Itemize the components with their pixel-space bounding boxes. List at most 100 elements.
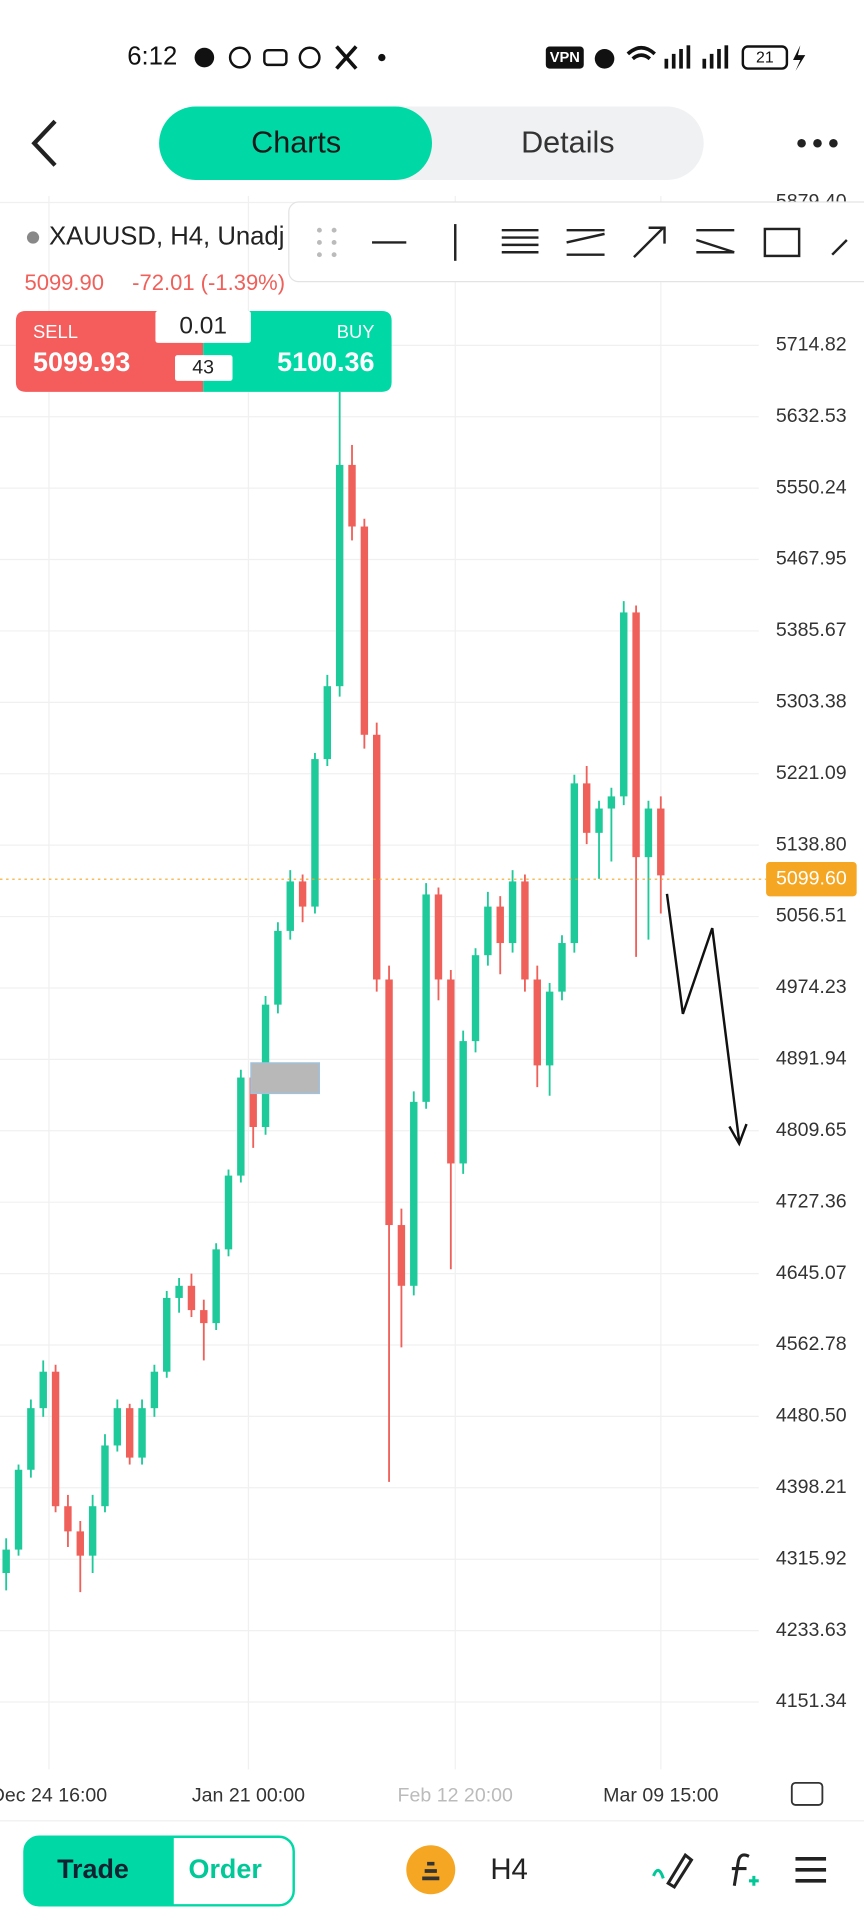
candle-body (582, 783, 591, 833)
candle-body (138, 1408, 146, 1458)
price-axis: 5879.405714.825632.535550.245467.955385.… (0, 191, 857, 1712)
y-tick-label: 5385.67 (776, 619, 847, 641)
y-tick-label: 4809.65 (776, 1119, 847, 1141)
candle-body (224, 1175, 233, 1250)
order-button[interactable]: Order (189, 1854, 263, 1884)
candle-body (76, 1531, 84, 1556)
notification-icons (194, 45, 386, 70)
y-tick-label: 5714.82 (776, 333, 847, 355)
candle-body (422, 894, 430, 1102)
candle-body (212, 1249, 220, 1324)
y-tick-label: 5221.09 (776, 762, 847, 784)
candle-body (101, 1445, 109, 1507)
candle-body (200, 1310, 208, 1324)
timeframe[interactable]: H4 (490, 1853, 528, 1886)
x-tick-label: Mar 09 15:00 (603, 1784, 718, 1806)
candle-body (644, 808, 653, 858)
candle-body (88, 1506, 97, 1556)
candle-body (385, 979, 393, 1226)
y-tick-label: 5056.51 (776, 905, 847, 927)
rectangle-drawing[interactable] (250, 1062, 321, 1095)
trade-panel (15, 311, 392, 392)
symbol[interactable]: XAUUSD, H4, Unadj (49, 222, 284, 250)
arrow-drawing[interactable] (665, 893, 748, 1147)
candle-body (496, 906, 504, 944)
vpn-badge (545, 46, 584, 69)
candles (2, 392, 665, 1593)
candle-body (434, 894, 443, 980)
volume[interactable]: 0.01 (179, 312, 227, 339)
tool-icons[interactable] (652, 1852, 827, 1890)
y-tick-label: 4233.63 (776, 1619, 847, 1641)
trade-button[interactable]: Trade (57, 1854, 129, 1884)
y-tick-label: 5138.80 (776, 833, 847, 855)
trade-active[interactable] (24, 1836, 174, 1906)
y-tick-label: 5467.95 (776, 548, 847, 570)
y-tick-label: 4315.92 (776, 1547, 847, 1569)
candle-body (237, 1077, 245, 1176)
battery-level: 21 (756, 49, 774, 66)
candle-body (274, 930, 282, 1005)
spread: 43 (192, 357, 214, 379)
candle-body (471, 955, 480, 1042)
y-tick-label: 4645.07 (776, 1262, 847, 1284)
candle-body (373, 734, 381, 980)
y-tick-label: 4974.23 (776, 976, 847, 998)
candle-body (570, 783, 579, 944)
current-price-label: 5099.60 (776, 867, 847, 889)
y-tick-label: 4398.21 (776, 1476, 847, 1498)
candle-body (595, 808, 603, 833)
system-icons (594, 45, 806, 72)
layout-button[interactable] (790, 1781, 824, 1806)
candle-body (533, 979, 541, 1066)
candle-body (249, 1077, 257, 1128)
y-tick-label: 4151.34 (776, 1690, 847, 1712)
drawing-toolbar (288, 201, 864, 283)
sell-label: SELL (33, 321, 78, 342)
y-tick-label: 4480.50 (776, 1405, 847, 1427)
y-tick-label: 4562.78 (776, 1333, 847, 1355)
sell-price: 5099.93 (33, 347, 130, 377)
quote-price: 5099.90 (24, 270, 104, 295)
candle-body (348, 464, 356, 527)
candle-body (64, 1506, 72, 1532)
y-tick-label: 4727.36 (776, 1190, 847, 1212)
clock: 6:12 (127, 42, 177, 70)
candle-body (298, 881, 307, 907)
x-tick-label: Dec 24 16:00 (0, 1784, 107, 1806)
buy-price: 5100.36 (277, 347, 374, 377)
vpn-label: VPN (550, 50, 580, 66)
candle-body (51, 1371, 60, 1507)
grid (0, 195, 759, 1770)
candle-body (459, 1041, 467, 1164)
tab-charts[interactable]: Charts (251, 126, 341, 160)
y-tick-label: 5550.24 (776, 476, 847, 498)
candle-body (607, 796, 616, 809)
candle-body (521, 881, 529, 980)
candle-body (175, 1285, 183, 1298)
candle-body (657, 808, 665, 876)
back-button[interactable] (31, 119, 57, 167)
candle-body (113, 1408, 122, 1446)
y-tick-label: 5632.53 (776, 405, 847, 427)
more-button[interactable] (797, 138, 838, 148)
candle-body (150, 1371, 159, 1409)
tab-active[interactable] (159, 106, 432, 180)
candle-body (508, 881, 517, 944)
candle-body (545, 991, 554, 1066)
candle-body (187, 1285, 196, 1311)
tab-details[interactable]: Details (521, 126, 614, 160)
candle-body (632, 612, 640, 858)
y-tick-label: 4891.94 (776, 1048, 847, 1070)
x-tick-label: Feb 12 20:00 (398, 1784, 513, 1806)
candle-body (620, 612, 628, 797)
current-price-tag (766, 862, 857, 897)
candle-body (397, 1225, 406, 1286)
candle-body (558, 943, 566, 992)
candle-body (125, 1408, 134, 1458)
buy-label: BUY (337, 321, 375, 342)
time-axis: Dec 24 16:00 Jan 21 00:00 Feb 12 20:00 Mar … (0, 1784, 719, 1806)
candle-body (311, 759, 319, 907)
